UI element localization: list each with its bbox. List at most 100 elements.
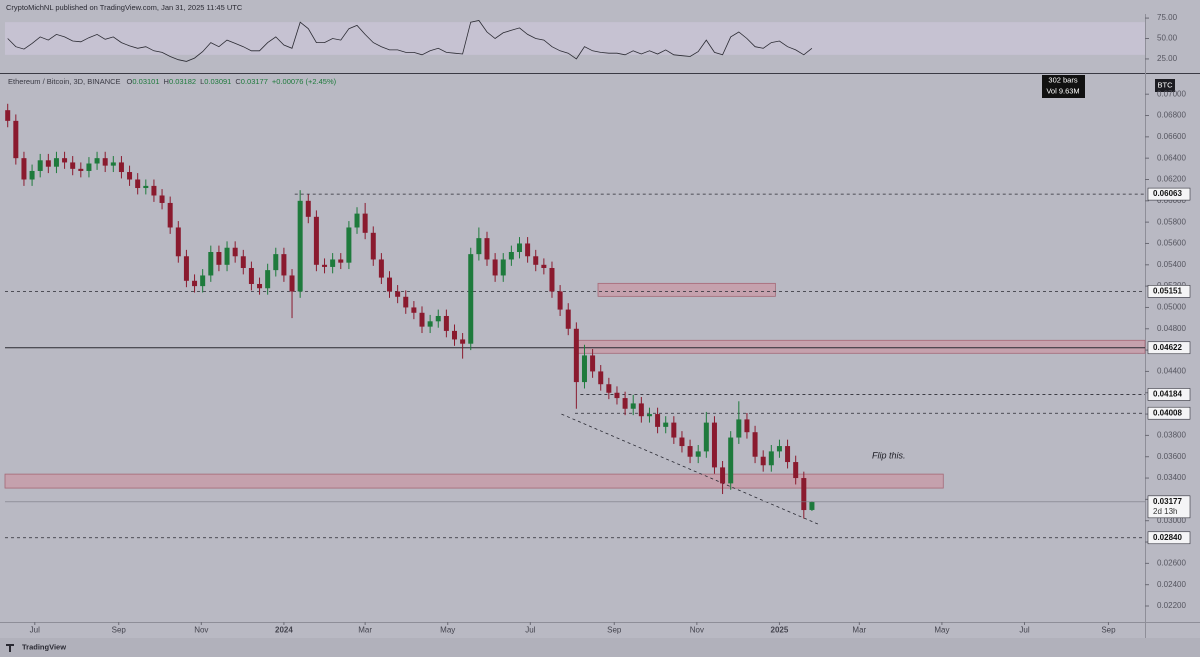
x-tick-label: May bbox=[934, 626, 949, 635]
candle-body bbox=[232, 247, 238, 257]
candle-body bbox=[151, 185, 157, 196]
candle-body bbox=[573, 328, 579, 383]
candle-body bbox=[768, 451, 774, 466]
zone bbox=[4, 473, 944, 489]
candle-body bbox=[468, 254, 474, 344]
candle-body bbox=[346, 227, 352, 263]
candle-body bbox=[460, 339, 466, 344]
x-tick-label: 2024 bbox=[275, 626, 293, 635]
legend: Ethereum / Bitcoin, 3D, BINANCE O0.03101 H… bbox=[8, 77, 337, 86]
candle-body bbox=[378, 259, 384, 278]
y-tick-label: 0.05400 bbox=[1157, 260, 1186, 269]
candle-body bbox=[94, 158, 100, 164]
candle-body bbox=[240, 256, 246, 268]
rsi-tick-label: 50.00 bbox=[1157, 34, 1178, 43]
y-tick-label: 0.04800 bbox=[1157, 324, 1186, 333]
x-tick-label: May bbox=[440, 626, 455, 635]
currency-box bbox=[1155, 79, 1175, 92]
candle-body bbox=[322, 264, 328, 267]
candle-body bbox=[62, 158, 68, 163]
legend-title: Ethereum / Bitcoin, 3D, BINANCE bbox=[8, 77, 121, 86]
candle-body bbox=[711, 422, 717, 468]
candle-body bbox=[590, 355, 596, 372]
x-tick-label: Mar bbox=[358, 626, 372, 635]
x-tick-label: Nov bbox=[690, 626, 704, 635]
y-tick-label: 0.06200 bbox=[1157, 175, 1186, 184]
candle-body bbox=[606, 384, 612, 393]
candle-body bbox=[671, 422, 677, 438]
rsi-band bbox=[5, 22, 1145, 55]
y-tick-label: 0.06400 bbox=[1157, 153, 1186, 162]
y-tick-label: 0.02200 bbox=[1157, 601, 1186, 610]
price-label-box bbox=[1147, 495, 1191, 519]
candle-body bbox=[70, 162, 76, 169]
info-box bbox=[1042, 75, 1085, 98]
candle-body bbox=[703, 422, 709, 452]
legend-key: L bbox=[200, 77, 204, 86]
candle-body bbox=[403, 296, 409, 308]
x-tick-label: Sep bbox=[1101, 626, 1116, 635]
candle-body bbox=[21, 158, 27, 180]
candle-body bbox=[744, 419, 750, 433]
candle-body bbox=[533, 256, 539, 265]
candle-body bbox=[248, 267, 254, 284]
candle-body bbox=[435, 315, 441, 322]
level-label: 0.05151 bbox=[1153, 286, 1182, 295]
candle-body bbox=[281, 254, 287, 276]
legend-key: C bbox=[235, 77, 241, 86]
candle-body bbox=[598, 371, 604, 385]
candle-body bbox=[362, 213, 368, 233]
candle-body bbox=[565, 309, 571, 329]
y-tick-label: 0.05800 bbox=[1157, 217, 1186, 226]
legend-value: 0.03101 bbox=[132, 77, 159, 86]
brand-logo bbox=[6, 644, 14, 652]
countdown: 2d 13h bbox=[1153, 507, 1177, 516]
candle-body bbox=[143, 185, 149, 189]
candle-body bbox=[638, 403, 644, 417]
candle-body bbox=[720, 467, 726, 484]
candle-body bbox=[581, 355, 587, 383]
candle-body bbox=[387, 277, 393, 292]
candle-body bbox=[208, 252, 214, 276]
candle-body bbox=[135, 179, 141, 189]
candle-body bbox=[297, 200, 303, 292]
y-tick-label: 0.06000 bbox=[1157, 196, 1186, 205]
zone bbox=[574, 339, 1146, 354]
candle-body bbox=[776, 446, 782, 452]
candle-body bbox=[801, 478, 807, 511]
candle-body bbox=[159, 195, 165, 203]
candle-body bbox=[809, 501, 815, 510]
x-tick-label: Sep bbox=[607, 626, 622, 635]
brand: TradingView bbox=[22, 642, 66, 651]
candle-body bbox=[508, 252, 514, 260]
candle-body bbox=[192, 280, 198, 287]
y-tick-label: 0.04400 bbox=[1157, 367, 1186, 376]
candle-body bbox=[476, 238, 482, 255]
footer-bar bbox=[0, 638, 1200, 657]
level-label: 0.06063 bbox=[1153, 189, 1182, 198]
candle-body bbox=[419, 312, 425, 327]
y-tick-label: 0.02600 bbox=[1157, 558, 1186, 567]
candle-body bbox=[785, 446, 791, 463]
candle-body bbox=[411, 307, 417, 313]
candle-body bbox=[13, 120, 19, 159]
level-label-box bbox=[1147, 341, 1191, 355]
y-tick-label: 0.03000 bbox=[1157, 516, 1186, 525]
level-label-box bbox=[1147, 388, 1191, 401]
candle-body bbox=[793, 462, 799, 479]
candle-body bbox=[622, 398, 628, 409]
candle-body bbox=[484, 238, 490, 260]
candle-body bbox=[541, 264, 547, 268]
candle-body bbox=[452, 330, 458, 340]
candle-body bbox=[86, 163, 92, 171]
candle-body bbox=[663, 422, 669, 427]
y-tick-label: 0.05600 bbox=[1157, 239, 1186, 248]
level-label: 0.04008 bbox=[1153, 408, 1182, 417]
level-label: 0.04622 bbox=[1153, 343, 1182, 352]
candle-body bbox=[273, 254, 279, 271]
candle-body bbox=[265, 270, 271, 289]
candle-body bbox=[167, 202, 173, 228]
candle-body bbox=[679, 437, 685, 447]
legend-value: 0.03182 bbox=[169, 77, 196, 86]
legend-value: 0.03091 bbox=[204, 77, 231, 86]
